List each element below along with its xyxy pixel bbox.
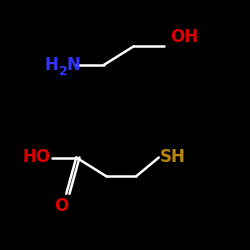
Text: N: N xyxy=(66,56,80,74)
Text: OH: OH xyxy=(170,28,198,46)
Text: 2: 2 xyxy=(59,65,68,78)
Text: H: H xyxy=(45,56,59,74)
Text: HO: HO xyxy=(22,148,50,166)
Text: O: O xyxy=(54,197,68,215)
Text: SH: SH xyxy=(160,148,186,166)
